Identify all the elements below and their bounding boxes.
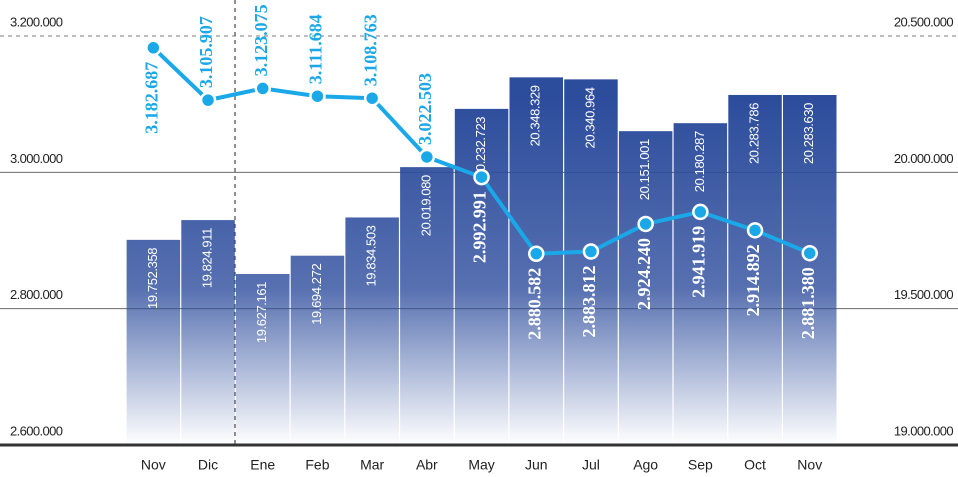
bar xyxy=(181,220,235,445)
x-tick-label: Ago xyxy=(633,457,658,473)
bar-value-label: 20.283.786 xyxy=(746,103,761,164)
x-tick-label: Jun xyxy=(525,457,548,473)
bar xyxy=(290,255,345,445)
bar xyxy=(673,123,728,445)
x-tick-label: Dic xyxy=(198,457,218,473)
point xyxy=(582,243,600,260)
x-tick-label: Mar xyxy=(360,457,384,473)
line-value-label: 2.883.812 xyxy=(579,266,599,338)
x-tick-label: Jul xyxy=(582,457,600,473)
bar-value-label: 20.019.080 xyxy=(418,175,433,236)
y2-tick-label: 20.000.000 xyxy=(894,151,953,166)
bar xyxy=(126,239,181,445)
point xyxy=(418,148,436,166)
y-tick-label: 3.000.000 xyxy=(10,151,63,166)
y-tick-label: 2.800.000 xyxy=(10,287,63,302)
x-tick-label: Nov xyxy=(797,457,822,473)
x-tick-label: Ene xyxy=(250,457,275,473)
x-tick-label: Oct xyxy=(744,457,766,473)
point xyxy=(746,222,764,239)
line-value-label: 3.105.907 xyxy=(196,16,216,88)
bar xyxy=(728,94,782,446)
line-value-label: 2.880.582 xyxy=(524,268,544,340)
x-tick-label: Sep xyxy=(688,457,713,473)
bar xyxy=(783,94,837,445)
point xyxy=(473,168,490,186)
bar-value-label: 19.824.911 xyxy=(199,228,214,288)
y-tick-label: 3.200.000 xyxy=(10,14,63,29)
bar-value-label: 20.340.964 xyxy=(582,87,597,148)
line-value-label: 2.881.380 xyxy=(798,267,818,339)
line-value-label: 3.111.684 xyxy=(306,14,326,84)
x-tick-label: Abr xyxy=(416,457,438,473)
line-value-label: 3.123.075 xyxy=(251,4,271,76)
bar-value-label: 19.694.272 xyxy=(309,264,324,325)
line-value-label: 3.108.763 xyxy=(360,14,380,86)
x-tick-label: Feb xyxy=(305,457,329,473)
line-value-label: 3.182.687 xyxy=(141,62,161,134)
line-value-label: 2.924.240 xyxy=(634,238,654,310)
point xyxy=(145,39,162,57)
bar-value-label: 20.232.723 xyxy=(473,117,488,178)
line-value-label: 2.941.919 xyxy=(688,226,708,298)
bar-value-label: 19.752.358 xyxy=(145,248,160,309)
y2-tick-label: 19.500.000 xyxy=(894,287,953,302)
bar xyxy=(345,217,399,445)
line-value-label: 2.992.991 xyxy=(470,191,490,263)
bar-value-label: 20.348.329 xyxy=(528,85,543,146)
bar xyxy=(564,79,618,445)
bar xyxy=(236,273,290,445)
bar-value-label: 20.151.001 xyxy=(637,139,652,200)
point xyxy=(254,80,271,97)
bar xyxy=(618,131,673,445)
point xyxy=(199,91,217,109)
bar-value-label: 20.180.287 xyxy=(692,131,707,192)
bar-value-label: 19.627.161 xyxy=(254,282,269,343)
point xyxy=(637,215,654,233)
bar-value-label: 20.283.630 xyxy=(801,103,816,164)
point xyxy=(801,244,818,262)
y2-tick-label: 19.000.000 xyxy=(894,423,953,438)
x-tick-label: May xyxy=(468,457,494,473)
point xyxy=(309,87,326,105)
point xyxy=(528,245,545,262)
point xyxy=(363,89,381,107)
point xyxy=(692,203,709,221)
x-tick-label: Nov xyxy=(141,457,166,473)
line-value-label: 3.022.503 xyxy=(415,73,435,145)
bar xyxy=(400,167,454,445)
y-tick-label: 2.600.000 xyxy=(10,423,63,438)
bar xyxy=(454,108,509,445)
y2-tick-label: 20.500.000 xyxy=(894,14,953,29)
bar-value-label: 19.834.503 xyxy=(364,225,379,286)
line-value-label: 2.914.892 xyxy=(743,244,763,316)
